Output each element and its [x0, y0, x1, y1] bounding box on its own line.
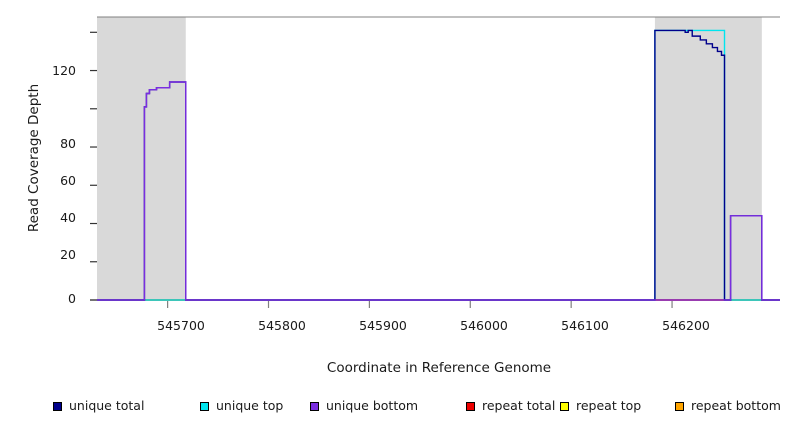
legend-item-repeat-total[interactable]: repeat total	[466, 396, 555, 416]
x-tick-label-545800: 545800	[258, 318, 306, 333]
legend-swatch-icon	[675, 401, 684, 411]
y-tick-label-120: 120	[52, 63, 76, 78]
y-tick-label-0: 0	[68, 291, 76, 306]
legend-item-repeat-top[interactable]: repeat top	[560, 396, 641, 416]
repeat-region-left	[97, 17, 186, 300]
legend-label: unique total	[69, 398, 145, 413]
y-tick-label-40: 40	[60, 210, 76, 225]
x-tick-label-546000: 546000	[460, 318, 508, 333]
legend-label: unique bottom	[326, 398, 419, 413]
x-tick-label-545900: 545900	[359, 318, 407, 333]
legend-swatch-icon	[560, 401, 569, 411]
legend-label: unique top	[216, 398, 284, 413]
y-tick-label-20: 20	[60, 247, 76, 262]
legend-swatch-icon	[200, 401, 209, 411]
x-tick-label-546100: 546100	[561, 318, 609, 333]
x-tick-label-546200: 546200	[662, 318, 710, 333]
repeat-shading-layer	[97, 17, 762, 300]
x-tick-label-545700: 545700	[157, 318, 205, 333]
legend-item-unique-total[interactable]: unique total	[53, 396, 144, 416]
legend-label: repeat total	[482, 398, 556, 413]
series-unique-bottom	[97, 81, 780, 301]
legend-swatch-icon	[310, 401, 319, 411]
legend: unique total unique top unique bottom repea…	[0, 396, 792, 420]
y-tick-label-80: 80	[60, 136, 76, 151]
y-tick-label-60: 60	[60, 173, 76, 188]
coverage-series-layer	[97, 29, 780, 301]
repeat-region-right	[654, 17, 762, 300]
legend-item-unique-bottom[interactable]: unique bottom	[310, 396, 418, 416]
legend-label: repeat bottom	[691, 398, 781, 413]
x-axis-title: Coordinate in Reference Genome	[326, 360, 552, 376]
legend-item-repeat-bottom[interactable]: repeat bottom	[675, 396, 781, 416]
legend-swatch-icon	[466, 401, 475, 411]
legend-label: repeat top	[576, 398, 642, 413]
legend-item-unique-top[interactable]: unique top	[200, 396, 283, 416]
legend-swatch-icon	[53, 401, 62, 411]
axis-tick-layer	[90, 31, 673, 308]
